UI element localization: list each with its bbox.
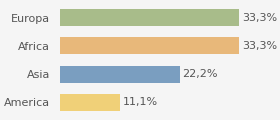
Bar — [60, 37, 239, 54]
Bar — [60, 66, 179, 83]
Text: 33,3%: 33,3% — [242, 13, 277, 23]
Bar — [60, 9, 239, 26]
Text: 11,1%: 11,1% — [122, 97, 158, 107]
Bar — [60, 94, 120, 111]
Text: 33,3%: 33,3% — [242, 41, 277, 51]
Text: 22,2%: 22,2% — [182, 69, 218, 79]
